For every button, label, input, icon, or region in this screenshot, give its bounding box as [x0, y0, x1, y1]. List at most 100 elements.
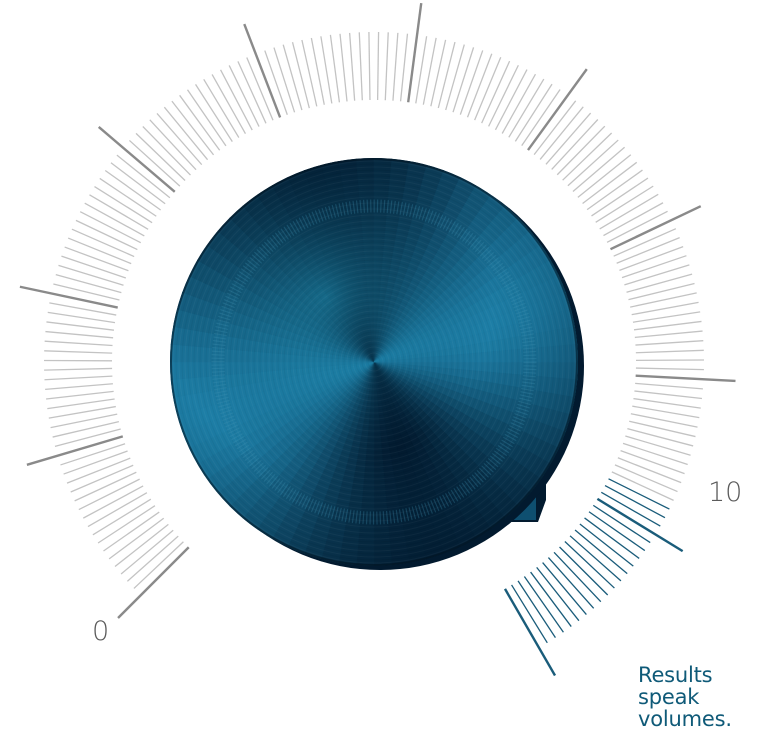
- dial-tick: [188, 90, 226, 146]
- tagline-line-2: speak: [638, 686, 756, 708]
- dial-tick: [583, 162, 637, 203]
- tagline-line-3: volumes.: [638, 708, 756, 730]
- dial-tick: [53, 284, 119, 300]
- dial-tick: [627, 429, 693, 446]
- dial-tick-active: [565, 541, 615, 588]
- dial-tick: [61, 256, 125, 278]
- dial-tick: [378, 32, 379, 100]
- dial-tick-major: [408, 3, 421, 102]
- dial-tick: [95, 187, 153, 223]
- dial-tick: [635, 341, 703, 345]
- dial-tick: [53, 422, 119, 437]
- dial-tick-active: [512, 585, 548, 643]
- dial-tick: [103, 512, 159, 551]
- dial-tick: [45, 384, 113, 390]
- dial-tick: [115, 524, 168, 566]
- dial-tick: [635, 383, 703, 389]
- dial-tick-active: [560, 547, 608, 595]
- dial-tick: [633, 312, 700, 322]
- dial-tick: [552, 120, 598, 170]
- dial-tick: [515, 84, 552, 141]
- dial-tick: [401, 34, 408, 102]
- dial-tick: [274, 48, 295, 113]
- dial-tick: [283, 45, 302, 110]
- dial-tick: [385, 32, 388, 100]
- dial-tick-active: [518, 581, 555, 638]
- dial-tick-active: [537, 567, 579, 620]
- dial-tick: [293, 42, 310, 108]
- dial-tick: [85, 203, 145, 236]
- dial-tick: [45, 332, 113, 338]
- dial-tick: [438, 42, 455, 108]
- dial-tick: [164, 107, 207, 160]
- dial-tick: [340, 34, 347, 102]
- dial-tick-active: [589, 512, 645, 551]
- dial-tick: [624, 265, 689, 285]
- dial-tick: [596, 186, 654, 222]
- dial-tick-active: [580, 524, 633, 566]
- dial-min-label: 0: [92, 618, 109, 645]
- dial-tick: [105, 171, 160, 210]
- knob[interactable]: [144, 132, 604, 592]
- dial-tick-active: [531, 572, 572, 627]
- dial-tick-major: [636, 376, 736, 381]
- dial-tick: [98, 506, 155, 543]
- dial-tick-active: [524, 577, 563, 633]
- dial-tick: [172, 101, 214, 155]
- dial-tick: [546, 113, 591, 164]
- dial-tick: [44, 376, 112, 380]
- dial-tick: [603, 203, 663, 236]
- dial-tick: [587, 170, 642, 210]
- dial-tick: [431, 40, 446, 106]
- dial-tick-major: [20, 287, 118, 308]
- dial-tick: [636, 368, 704, 370]
- dial-tick: [58, 265, 123, 285]
- dial-tick: [48, 312, 115, 322]
- dial-tick-active: [593, 505, 650, 542]
- dial-tick: [573, 147, 625, 191]
- dial-tick: [393, 33, 398, 101]
- dial-tick: [46, 322, 114, 330]
- dial-tick: [196, 84, 233, 141]
- dial-tick: [330, 35, 339, 102]
- dial-tick: [100, 178, 157, 216]
- dial-tick: [212, 74, 245, 133]
- dial-tick: [540, 107, 583, 160]
- dial-tick: [143, 127, 191, 176]
- dial-tick: [127, 536, 178, 581]
- dial-tick: [204, 79, 239, 137]
- dial-tick: [359, 32, 362, 100]
- dial-tick: [93, 499, 151, 535]
- dial-tick: [129, 140, 179, 186]
- dial-tick: [117, 155, 170, 198]
- dial-tick: [45, 341, 113, 345]
- dial-tick: [47, 399, 114, 409]
- dial-tick-active: [548, 558, 593, 609]
- dial-tick: [627, 274, 693, 292]
- dial-tick: [134, 542, 183, 589]
- dial-tick: [636, 350, 704, 352]
- dial-tick: [600, 194, 659, 229]
- dial-tick: [88, 493, 147, 527]
- dial-tick: [509, 79, 544, 137]
- dial-tick: [56, 275, 122, 293]
- dial-tick: [634, 391, 702, 399]
- dial-tick: [522, 89, 560, 145]
- dial-tick-major: [244, 24, 280, 117]
- dial-tick: [83, 486, 143, 518]
- dial-tick: [563, 133, 612, 180]
- dial-tick-major: [610, 206, 700, 249]
- dial-tick: [578, 155, 631, 198]
- dial-tick: [150, 120, 196, 170]
- dial-tick: [180, 95, 220, 150]
- dial-tick: [502, 74, 535, 133]
- dial-tick: [633, 399, 700, 408]
- dial-tick: [557, 126, 605, 175]
- dial-tick: [60, 444, 125, 465]
- dial-tick-active: [597, 499, 682, 551]
- tagline-line-1: Results: [638, 664, 756, 686]
- dial-tick: [628, 283, 694, 299]
- dial-tick-active: [585, 518, 640, 558]
- dial-tick: [44, 368, 112, 370]
